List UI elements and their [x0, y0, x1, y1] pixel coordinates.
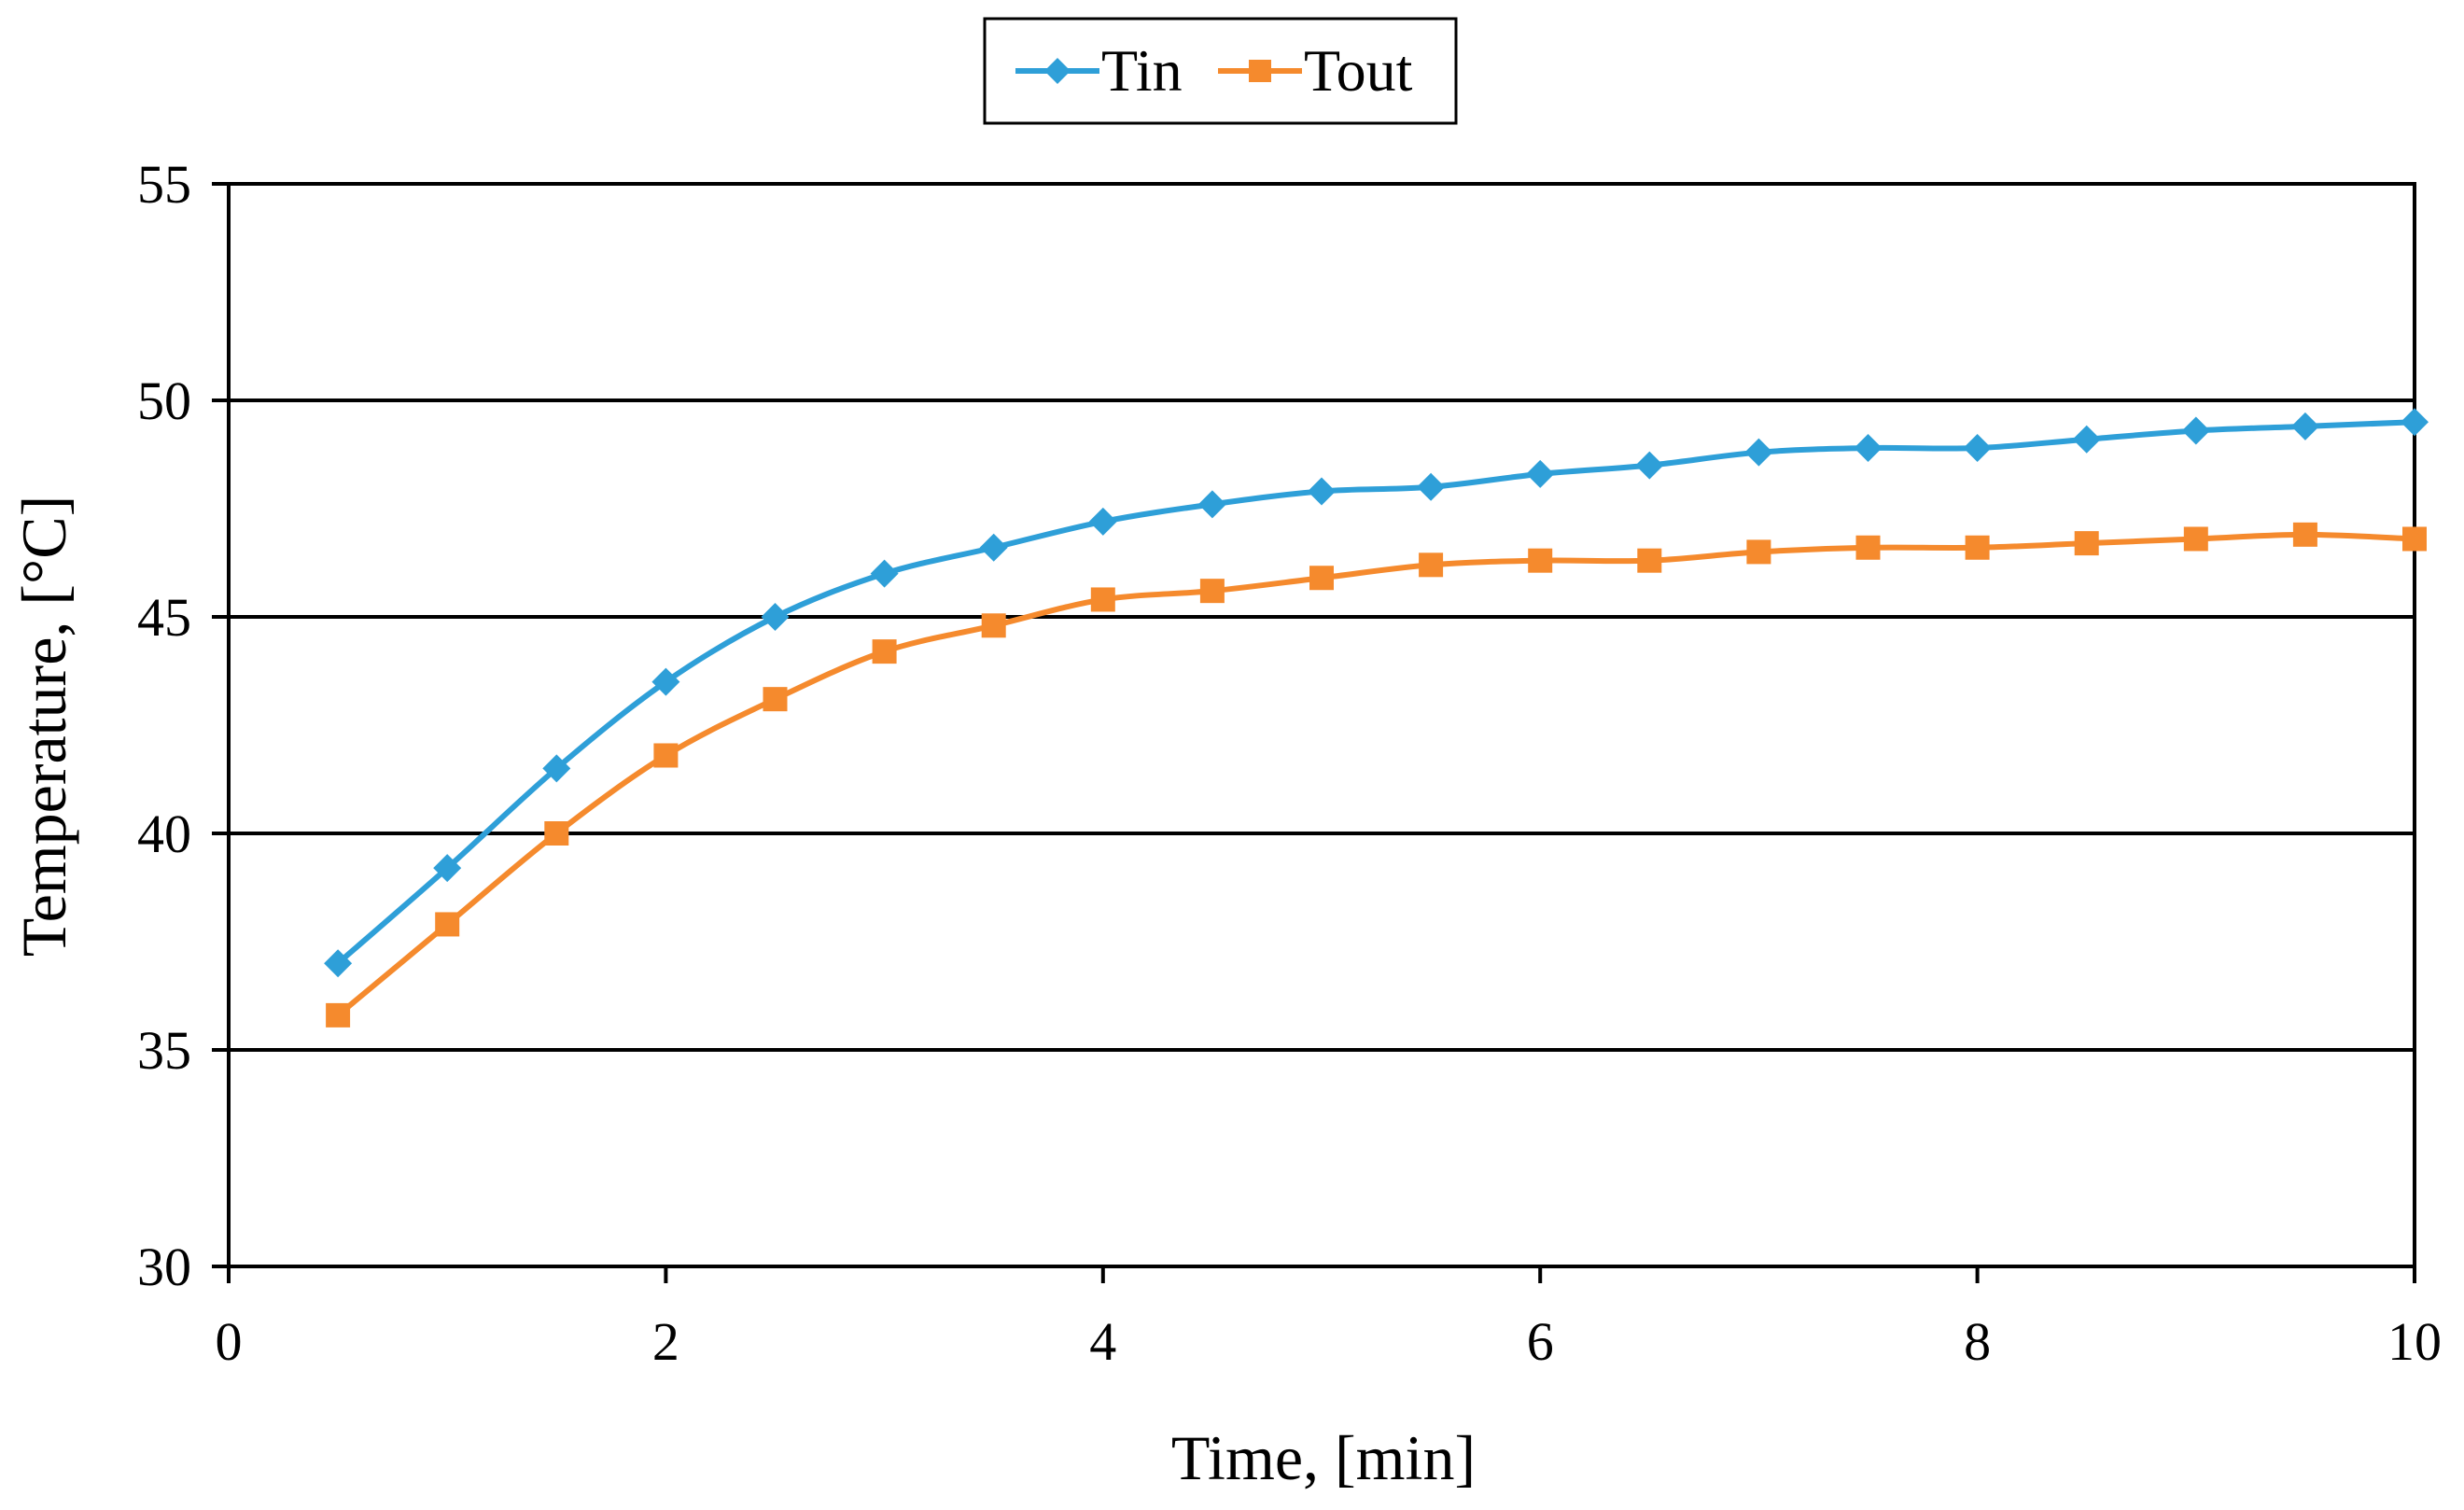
y-axis-title: Temperature, [°C] — [8, 496, 79, 957]
point-tout-0 — [326, 1002, 351, 1028]
point-tout-2 — [544, 821, 569, 846]
point-tout-1 — [435, 912, 460, 937]
point-tin-19 — [2401, 408, 2429, 437]
point-tin-7 — [1088, 507, 1117, 536]
plot-area: 30 35 40 45 50 55 0 2 4 6 8 10 — [137, 154, 2442, 1372]
series-line-tout — [335, 531, 2417, 1018]
legend-tout-label: Tout — [1304, 37, 1413, 104]
point-tin-16 — [2072, 425, 2101, 454]
point-tout-13 — [1746, 539, 1771, 565]
point-tout-3 — [653, 743, 679, 768]
y-tick-label-50: 50 — [137, 371, 191, 431]
point-tin-8 — [1197, 490, 1226, 519]
legend-tin-label: Tin — [1101, 37, 1183, 104]
point-tout-8 — [1199, 579, 1225, 604]
legend: Tin Tout — [983, 17, 1458, 125]
point-tin-18 — [2290, 412, 2319, 440]
point-tout-5 — [872, 639, 897, 664]
x-tick-label-6: 6 — [1527, 1311, 1554, 1372]
point-tin-4 — [761, 603, 790, 631]
point-tin-5 — [870, 559, 899, 588]
point-tin-15 — [1963, 434, 1992, 463]
point-tin-0 — [324, 949, 353, 978]
point-tout-18 — [2292, 522, 2317, 547]
point-tout-10 — [1419, 552, 1444, 578]
point-tin-9 — [1308, 477, 1336, 506]
y-tick-label-45: 45 — [137, 587, 191, 648]
point-tout-6 — [981, 613, 1006, 638]
point-tout-7 — [1090, 587, 1115, 612]
point-tin-13 — [1744, 438, 1773, 467]
point-tin-1 — [433, 854, 462, 883]
x-axis-title: Time, [min] — [1171, 1422, 1476, 1493]
point-tout-4 — [763, 687, 788, 712]
x-tick-label-4: 4 — [1089, 1311, 1116, 1372]
point-tin-6 — [979, 533, 1008, 562]
point-tout-17 — [2183, 526, 2208, 552]
point-tin-2 — [542, 754, 571, 783]
x-tick-label-2: 2 — [652, 1311, 679, 1372]
legend-item-tout: Tout — [1218, 37, 1413, 104]
point-tin-3 — [651, 667, 680, 696]
point-tin-12 — [1635, 451, 1664, 480]
series-tin — [324, 408, 2429, 978]
y-tick-label-35: 35 — [137, 1020, 191, 1081]
legend-tout-marker — [1249, 60, 1271, 82]
point-tout-9 — [1309, 566, 1334, 591]
y-tick-label-40: 40 — [137, 804, 191, 864]
series-tout — [326, 522, 2427, 1028]
y-tick-label-55: 55 — [137, 154, 191, 215]
x-tick-label-10: 10 — [2387, 1311, 2442, 1372]
point-tout-12 — [1637, 548, 1662, 573]
point-tin-17 — [2181, 416, 2210, 445]
plot-border — [227, 182, 2416, 1268]
point-tin-11 — [1526, 459, 1555, 488]
legend-item-tin: Tin — [1015, 37, 1183, 104]
series-line-tin — [335, 419, 2417, 967]
x-tick-label-0: 0 — [216, 1311, 243, 1372]
legend-tin-marker — [1044, 58, 1071, 84]
point-tout-14 — [1855, 535, 1881, 560]
y-tick-label-30: 30 — [137, 1237, 191, 1297]
x-tick-label-8: 8 — [1964, 1311, 1991, 1372]
point-tin-10 — [1417, 472, 1446, 501]
point-tout-11 — [1528, 548, 1553, 573]
point-tout-16 — [2074, 531, 2099, 556]
point-tout-19 — [2402, 526, 2427, 552]
point-tout-15 — [1965, 535, 1990, 560]
point-tin-14 — [1854, 434, 1883, 463]
